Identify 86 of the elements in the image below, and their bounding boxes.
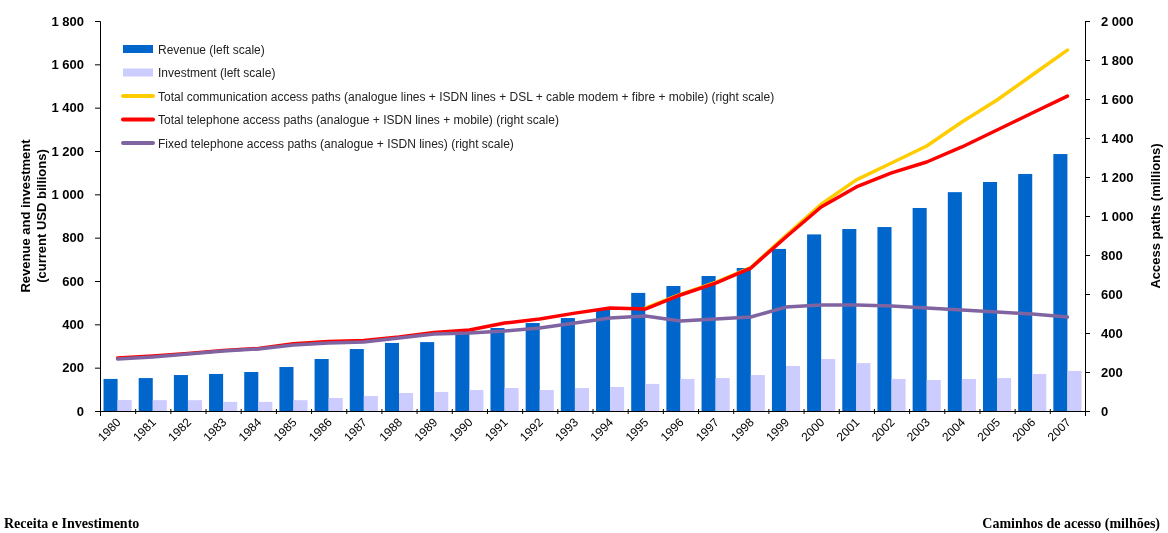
- legend-label: Fixed telephone access paths (analogue + ISDN lines) (right scale): [158, 136, 514, 151]
- bar: [1032, 373, 1047, 411]
- bar: [525, 323, 540, 411]
- bar: [680, 378, 695, 411]
- bar: [877, 227, 892, 411]
- line-series: [115, 303, 1070, 361]
- bar: [152, 400, 167, 411]
- bar: [961, 378, 976, 411]
- bar: [982, 181, 998, 411]
- bar: [807, 234, 822, 411]
- bar: [434, 391, 449, 411]
- bar: [349, 349, 364, 411]
- bar: [631, 292, 646, 411]
- y2-tick-label: 1 200: [1101, 169, 1134, 185]
- bar: [244, 372, 259, 411]
- bar: [1053, 154, 1068, 411]
- bar: [771, 248, 786, 411]
- text: Caminhos de acesso (milhões): [982, 516, 1161, 532]
- legend-label: Total communication access paths (analogue lines + ISDN lines + DSL + cable modem + fibre + mobile) (right scale): [158, 89, 775, 104]
- y-tick-label: 1 400: [51, 100, 84, 116]
- bar: [891, 378, 906, 411]
- bar: [328, 398, 343, 411]
- bar: [701, 276, 716, 411]
- bar: [574, 388, 589, 411]
- y2-tick-label: 1 400: [1101, 130, 1134, 146]
- bar: [173, 375, 188, 411]
- bar: [1018, 173, 1033, 411]
- text: Receita e Investimento: [4, 516, 140, 531]
- bar: [666, 285, 681, 411]
- y2-tick-label: 1 800: [1101, 52, 1134, 68]
- bar: [279, 367, 294, 411]
- bar: [821, 359, 836, 411]
- bar: [610, 386, 625, 411]
- y2-axis-title: Access paths (millions): [1148, 143, 1163, 289]
- bar: [912, 207, 927, 411]
- y2-tick-label: 0: [1101, 403, 1109, 419]
- bar: [856, 363, 871, 411]
- bar: [997, 378, 1012, 411]
- bar: [539, 389, 554, 411]
- bar: [469, 389, 484, 411]
- y-tick-label: 200: [62, 360, 84, 376]
- bar: [384, 342, 400, 411]
- y2-tick-label: 800: [1101, 247, 1123, 263]
- bar: [1067, 370, 1082, 411]
- bar: [596, 309, 611, 411]
- bar: [490, 328, 505, 411]
- bar: [926, 380, 941, 411]
- bar: [187, 400, 203, 411]
- bar: [645, 383, 660, 411]
- bar: [750, 375, 765, 411]
- y2-tick-label: 200: [1101, 364, 1123, 380]
- y-tick-label: 0: [76, 403, 84, 419]
- bar: [363, 396, 378, 411]
- y-tick-label: 1 000: [51, 186, 84, 202]
- y-axis-title: Revenue and investment (current USD billions): [18, 138, 49, 293]
- legend-label: Total telephone access paths (analogue + ISDN lines + mobile) (right scale): [158, 113, 559, 127]
- bar: [209, 373, 224, 411]
- y-tick-label: 1 200: [51, 143, 84, 159]
- y2-tick-label: 2 000: [1101, 13, 1134, 29]
- y2-tick-label: 400: [1101, 325, 1123, 341]
- y2-tick-label: 1 000: [1101, 208, 1134, 224]
- bar: [314, 359, 329, 411]
- bar: [117, 399, 132, 411]
- bar: [736, 268, 751, 411]
- y-tick-label: 1 600: [51, 56, 84, 72]
- bar: [138, 378, 153, 411]
- y-tick-label: 600: [62, 273, 84, 289]
- bar: [420, 342, 435, 411]
- y-tick-label: 400: [62, 316, 84, 332]
- y2-tick-label: 1 600: [1101, 91, 1134, 107]
- legend-label: Revenue (left scale): [158, 42, 265, 57]
- legend-label: Investment (left scale): [158, 66, 276, 80]
- bar: [258, 401, 273, 411]
- y-tick-label: 1 800: [51, 13, 84, 29]
- bar: [715, 378, 730, 411]
- bar: [223, 401, 238, 411]
- y2-tick-label: 600: [1101, 286, 1123, 302]
- bar: [504, 388, 519, 411]
- bar: [842, 229, 857, 411]
- bar: [947, 192, 962, 411]
- bar: [293, 400, 308, 411]
- bar: [103, 378, 118, 411]
- bar: [399, 393, 414, 411]
- bar: [785, 365, 801, 411]
- bar: [560, 318, 575, 411]
- y-tick-label: 800: [62, 230, 84, 246]
